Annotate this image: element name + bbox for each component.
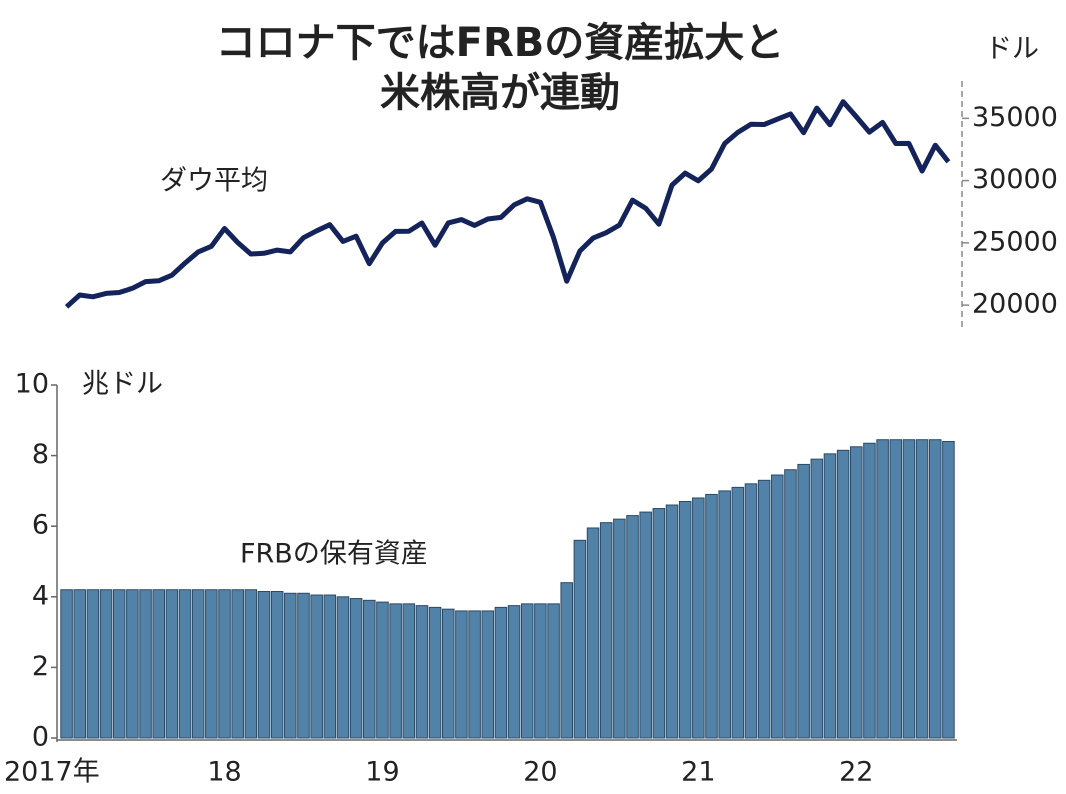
bar [928, 439, 942, 739]
y-tick-label: 30000 [972, 164, 1058, 195]
bar [731, 486, 745, 739]
bar [284, 592, 297, 739]
bar [389, 603, 402, 739]
x-tick-label: 19 [365, 757, 399, 788]
line [64, 99, 951, 309]
bar [889, 439, 903, 739]
bar [823, 453, 837, 739]
bar [810, 458, 824, 739]
bar [126, 589, 139, 739]
bar [718, 490, 731, 739]
bar [178, 589, 192, 739]
bar [784, 469, 797, 739]
y-tick-label: 8 [32, 439, 49, 470]
bar [468, 610, 481, 739]
bar [139, 589, 152, 739]
bar [270, 591, 284, 739]
x-tick-label: 2017年 [4, 757, 100, 788]
series-label: FRBの保有資産 [240, 539, 428, 570]
bar [191, 589, 205, 739]
y-tick-label: 10 [15, 369, 49, 400]
bar [152, 589, 165, 739]
y-tick-label: 4 [32, 580, 49, 611]
bar [771, 474, 784, 739]
bar [705, 493, 718, 739]
bar [257, 591, 271, 739]
y-tick-label: 0 [32, 722, 49, 753]
bar [86, 589, 100, 739]
bar [520, 603, 534, 739]
x-tick-label: 20 [523, 757, 557, 788]
bar [942, 440, 955, 739]
bar [60, 589, 73, 739]
bar [415, 605, 429, 739]
bar [494, 606, 508, 739]
bar [876, 439, 889, 739]
y-unit: 兆ドル [82, 369, 163, 400]
y-unit: ドル [985, 34, 1039, 65]
bar [744, 483, 758, 739]
bar [850, 446, 863, 739]
bar [376, 601, 389, 739]
bar [428, 606, 442, 739]
bar [310, 594, 323, 739]
chart-title: コロナ下ではFRBの資産拡大と [216, 20, 785, 66]
bar [915, 439, 929, 739]
bar [797, 463, 810, 739]
bar [73, 589, 87, 739]
bar [218, 589, 231, 739]
bar [481, 610, 495, 739]
bar [560, 582, 574, 739]
bar [599, 522, 613, 739]
bar [165, 589, 179, 739]
bar [863, 442, 876, 739]
y-tick-label: 25000 [972, 226, 1058, 257]
x-tick-label: 22 [839, 757, 873, 788]
bar [297, 592, 310, 739]
bar [112, 589, 126, 739]
bar [402, 603, 416, 739]
bar [665, 504, 679, 739]
y-tick-label: 20000 [972, 289, 1058, 320]
bar [678, 500, 692, 739]
bar [534, 603, 547, 739]
bar [336, 596, 350, 739]
bar [692, 497, 705, 739]
bar [902, 439, 916, 739]
bar [652, 508, 666, 739]
bar [455, 610, 468, 739]
series-label: ダウ平均 [160, 166, 268, 197]
bar [363, 599, 376, 739]
bar [231, 589, 244, 739]
bar [613, 518, 626, 739]
bar [836, 449, 850, 739]
bar [205, 589, 218, 739]
bar [441, 608, 455, 739]
bar [323, 594, 337, 739]
bar [639, 511, 652, 739]
y-tick-label: 35000 [972, 102, 1058, 133]
y-tick-label: 6 [32, 510, 49, 541]
bar [349, 598, 363, 739]
bar [757, 479, 771, 739]
bar [99, 589, 113, 739]
bar [586, 527, 600, 739]
x-tick-label: 18 [207, 757, 241, 788]
bar [244, 589, 258, 739]
bar [547, 603, 560, 739]
bar [626, 515, 639, 739]
y-tick-label: 2 [32, 651, 49, 682]
bar [507, 605, 521, 739]
bar [573, 539, 587, 739]
x-tick-label: 21 [681, 757, 715, 788]
chart-title: 米株高が連動 [380, 70, 620, 116]
